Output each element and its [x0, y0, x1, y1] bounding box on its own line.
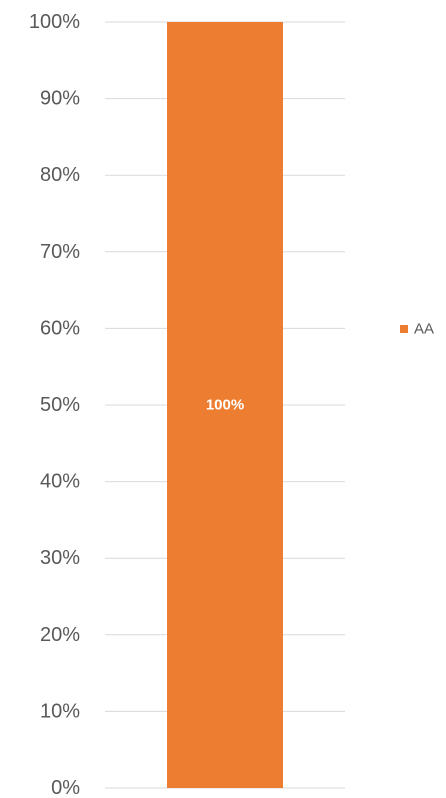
- y-axis-tick-labels: 0% 10% 20% 30% 40% 50% 60% 70% 80% 90% 100%: [29, 11, 80, 798]
- y-tick-label: 90%: [40, 88, 80, 110]
- y-tick-label: 80%: [40, 164, 80, 186]
- y-tick-label: 70%: [40, 241, 80, 263]
- y-tick-label: 100%: [29, 11, 80, 33]
- legend-label: AA: [414, 321, 434, 338]
- bar-aa: [167, 22, 283, 788]
- y-tick-label: 50%: [40, 394, 80, 416]
- y-tick-label: 30%: [40, 547, 80, 569]
- bars: [167, 22, 283, 788]
- y-tick-label: 10%: [40, 700, 80, 722]
- y-tick-label: 40%: [40, 471, 80, 493]
- data-labels: 100%: [206, 397, 244, 414]
- data-label: 100%: [206, 397, 244, 414]
- legend-swatch: [400, 325, 408, 333]
- y-tick-label: 60%: [40, 317, 80, 339]
- y-tick-label: 0%: [51, 777, 80, 798]
- legend: AA: [400, 321, 434, 338]
- y-tick-label: 20%: [40, 624, 80, 646]
